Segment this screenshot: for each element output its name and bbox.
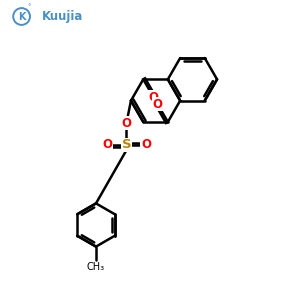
Text: O: O <box>102 138 112 151</box>
Text: CH₃: CH₃ <box>87 262 105 272</box>
Text: O: O <box>148 91 158 103</box>
Text: S: S <box>122 138 131 151</box>
Text: °: ° <box>28 4 31 10</box>
Text: Kuujia: Kuujia <box>41 10 83 23</box>
Text: K: K <box>18 11 25 22</box>
Text: O: O <box>153 98 163 111</box>
Text: O: O <box>122 117 131 130</box>
Text: O: O <box>141 138 151 151</box>
